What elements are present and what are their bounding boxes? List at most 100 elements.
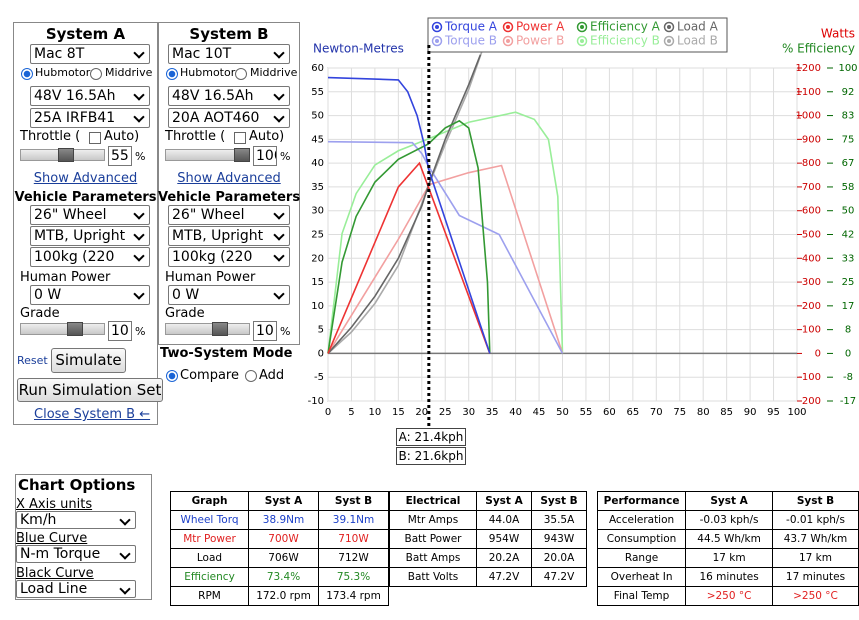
slider-thumb[interactable] bbox=[57, 148, 74, 162]
y3-tick-label: 100 bbox=[838, 63, 857, 74]
table-cell: Consumption bbox=[596, 529, 687, 549]
options-title: Chart Options bbox=[18, 476, 136, 494]
input[interactable]: 100 bbox=[253, 146, 277, 166]
y3-tick-label: 83 bbox=[842, 111, 855, 122]
select[interactable]: Km/h bbox=[16, 511, 136, 529]
table-row: Batt Amps 20.2A 20.0A bbox=[389, 548, 587, 568]
table-cell: Batt Volts bbox=[389, 567, 477, 587]
select[interactable]: Mac 10T bbox=[168, 44, 290, 64]
unit: % bbox=[135, 150, 146, 163]
radio[interactable] bbox=[166, 68, 178, 80]
table-cell: Wheel Torq bbox=[170, 510, 249, 530]
checkbox[interactable] bbox=[89, 132, 101, 144]
close-link[interactable]: Close System B ← bbox=[34, 407, 151, 422]
y2-tick-label: 1200 bbox=[796, 63, 821, 74]
select[interactable]: Mac 8T bbox=[30, 44, 150, 64]
table-cell: Batt Amps bbox=[389, 548, 477, 568]
legend-label: Load B bbox=[677, 34, 718, 48]
legend-item[interactable]: Power A bbox=[502, 20, 566, 34]
link[interactable]: Show Advanced bbox=[177, 171, 281, 186]
y-tick-label: -5 bbox=[314, 372, 324, 383]
radio[interactable] bbox=[21, 68, 33, 80]
radio[interactable] bbox=[235, 68, 247, 80]
input[interactable]: 10 bbox=[108, 321, 132, 341]
legend-dot bbox=[435, 39, 439, 43]
select[interactable]: 48V 16.5Ah bbox=[168, 86, 290, 106]
link[interactable]: Show Advanced bbox=[33, 171, 138, 186]
table-cell: Mtr Power bbox=[170, 529, 249, 549]
label: Grade bbox=[20, 306, 60, 321]
select[interactable]: Load Line bbox=[16, 580, 136, 598]
select-text: 26" Wheel bbox=[172, 207, 245, 223]
select[interactable]: 26" Wheel bbox=[168, 205, 290, 225]
legend-item[interactable]: Load B bbox=[663, 34, 718, 48]
radio[interactable] bbox=[166, 370, 178, 382]
select-text: 20A AOT460 bbox=[172, 110, 260, 126]
select[interactable]: 100kg (220 bbox=[30, 247, 150, 267]
simulate-button[interactable]: Simulate bbox=[51, 348, 126, 373]
table-cell: Syst A bbox=[248, 491, 319, 511]
radio[interactable] bbox=[245, 370, 257, 382]
x-tick-label: 65 bbox=[626, 407, 639, 418]
legend-item[interactable]: Torque B bbox=[431, 34, 498, 48]
select[interactable]: N-m Torque bbox=[16, 545, 136, 563]
mode-title: Two-System Mode bbox=[160, 346, 293, 361]
y2-tick-label: 300 bbox=[802, 277, 821, 288]
table-cell: >250 °C bbox=[772, 586, 859, 606]
series-line bbox=[327, 54, 482, 354]
slider-thumb[interactable] bbox=[234, 148, 250, 162]
y2-tick-label: 500 bbox=[802, 230, 821, 241]
slider-thumb[interactable] bbox=[67, 322, 83, 336]
select-text: Km/h bbox=[20, 512, 57, 528]
table-cell: 44.0A bbox=[476, 510, 532, 530]
x-tick-label: 30 bbox=[462, 407, 475, 418]
x-tick-label: 10 bbox=[369, 407, 382, 418]
slider-thumb[interactable] bbox=[212, 322, 228, 336]
legend-item[interactable]: Torque A bbox=[431, 20, 498, 34]
table-cell: Range bbox=[596, 548, 687, 568]
select[interactable]: 48V 16.5Ah bbox=[30, 86, 150, 106]
legend-item[interactable]: Load A bbox=[663, 20, 719, 34]
x-tick-label: 20 bbox=[415, 407, 428, 418]
select[interactable]: 26" Wheel bbox=[30, 205, 150, 225]
select[interactable]: 25A IRFB41 bbox=[30, 108, 150, 128]
legend-item[interactable]: Efficiency A bbox=[576, 20, 661, 34]
table-cell: 75.3% bbox=[318, 567, 389, 587]
y3-tick-label: 33 bbox=[842, 253, 855, 264]
legend-label: Load A bbox=[677, 20, 719, 34]
legend-item[interactable]: Power B bbox=[502, 34, 565, 48]
unit: % bbox=[280, 150, 291, 163]
legend-dot bbox=[667, 39, 671, 43]
input[interactable]: 55 bbox=[108, 146, 132, 166]
checkbox[interactable] bbox=[234, 132, 246, 144]
y3-axis-title: % Efficiency bbox=[782, 42, 855, 56]
section-title: Vehicle Parameters bbox=[158, 190, 301, 205]
y-tick-label: 0 bbox=[318, 348, 324, 359]
slider-track[interactable] bbox=[165, 323, 250, 335]
radio-label: Add bbox=[259, 368, 285, 383]
legend-label: Power A bbox=[516, 20, 565, 34]
legend-label: Torque B bbox=[444, 34, 497, 48]
select[interactable]: 0 W bbox=[30, 285, 150, 305]
select[interactable]: MTB, Upright bbox=[168, 226, 290, 246]
y3-tick-label: 58 bbox=[842, 182, 855, 193]
select[interactable]: MTB, Upright bbox=[30, 226, 150, 246]
select[interactable]: 100kg (220 bbox=[168, 247, 290, 267]
select[interactable]: 0 W bbox=[168, 285, 290, 305]
input[interactable]: 10 bbox=[253, 321, 277, 341]
table-cell: 20.0A bbox=[531, 548, 587, 568]
table-row: Wheel Torq 38.9Nm 39.1Nm bbox=[170, 510, 389, 530]
table-cell: Mtr Amps bbox=[389, 510, 477, 530]
reset-link[interactable]: Reset bbox=[17, 354, 48, 367]
radio[interactable] bbox=[90, 68, 102, 80]
chart: 0 5 10 15 20 25 30 35 40 45 50 55 60 65 70 75 80 85 90 95 10… bbox=[308, 17, 858, 430]
y-tick-label: 35 bbox=[311, 182, 324, 193]
table-row: Overheat In 16 minutes 17 minutes bbox=[596, 567, 859, 587]
panel-title: System A bbox=[45, 25, 126, 43]
x-tick-label: 80 bbox=[697, 407, 710, 418]
legend-item[interactable]: Efficiency B bbox=[576, 34, 660, 48]
y2-tick-label: 900 bbox=[802, 134, 821, 145]
run-set-button[interactable]: Run Simulation Set bbox=[17, 378, 163, 402]
slider-track[interactable] bbox=[20, 323, 105, 335]
select[interactable]: 20A AOT460 bbox=[168, 108, 290, 128]
